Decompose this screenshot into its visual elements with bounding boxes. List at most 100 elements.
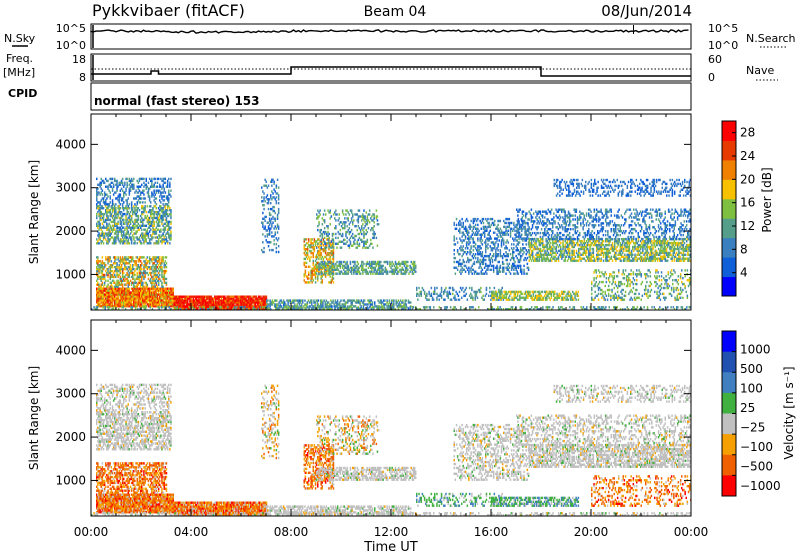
power-cell xyxy=(492,243,495,246)
power-cell xyxy=(136,201,138,204)
power-cell xyxy=(152,209,154,212)
power-cell xyxy=(458,290,461,294)
power-cell xyxy=(134,212,136,216)
power-cell xyxy=(117,281,119,284)
power-cell xyxy=(143,234,145,237)
power-cell xyxy=(306,257,309,261)
power-cell xyxy=(262,250,264,254)
power-cell xyxy=(311,301,313,304)
power-cell xyxy=(282,299,285,302)
power-cell xyxy=(438,298,440,301)
power-cell xyxy=(331,249,334,253)
power-cell xyxy=(144,205,146,208)
power-cell xyxy=(187,301,189,304)
power-cell xyxy=(99,214,101,218)
power-cell xyxy=(464,229,467,232)
power-cell xyxy=(98,301,100,304)
power-cell xyxy=(134,209,136,212)
power-cell xyxy=(329,217,331,220)
power-cell xyxy=(317,249,319,253)
power-cell xyxy=(326,271,328,274)
power-cell xyxy=(109,177,111,181)
power-cell xyxy=(123,287,125,290)
power-cell xyxy=(250,305,252,308)
power-cell xyxy=(410,260,412,264)
power-cell xyxy=(250,299,252,302)
power-cell xyxy=(97,299,99,302)
power-cell xyxy=(96,187,98,190)
power-cell xyxy=(363,234,365,238)
power-cell xyxy=(456,251,459,254)
power-cell xyxy=(147,303,150,306)
power-cell xyxy=(503,266,505,269)
power-cell xyxy=(334,264,336,268)
power-cell xyxy=(148,262,151,265)
power-cell xyxy=(121,269,124,273)
power-cell xyxy=(147,277,150,281)
power-cell xyxy=(339,264,342,268)
power-cell xyxy=(145,293,147,296)
power-cell xyxy=(141,289,143,292)
power-cell xyxy=(106,297,108,300)
power-cell xyxy=(314,303,316,306)
power-cell xyxy=(156,273,159,277)
power-cell xyxy=(150,258,152,261)
power-cell xyxy=(144,271,146,275)
power-cell xyxy=(469,251,471,254)
power-cell xyxy=(318,249,320,253)
power-cell xyxy=(119,293,122,296)
power-cell xyxy=(97,207,99,210)
power-cell xyxy=(96,273,98,277)
power-cell xyxy=(381,301,384,304)
power-cell xyxy=(323,246,326,249)
power-cell xyxy=(101,297,104,300)
power-cell xyxy=(143,185,145,188)
power-cell xyxy=(127,220,129,224)
power-cell xyxy=(152,287,154,290)
power-cell xyxy=(468,235,470,238)
power-cell xyxy=(138,305,141,308)
power-cell xyxy=(121,197,124,200)
power-cell xyxy=(98,212,100,216)
power-cell xyxy=(159,205,161,208)
power-cell xyxy=(200,301,202,304)
power-cell xyxy=(399,299,402,302)
power-cell xyxy=(497,245,499,248)
power-cell xyxy=(386,299,388,302)
power-cell xyxy=(198,297,200,300)
power-cell xyxy=(117,275,119,279)
power-cell xyxy=(499,231,502,234)
power-cell xyxy=(117,236,119,239)
power-cell xyxy=(114,222,116,225)
power-cell xyxy=(125,236,127,239)
power-cell xyxy=(201,305,204,308)
power-cell xyxy=(126,185,128,188)
power-cell xyxy=(322,219,325,222)
power-cell xyxy=(486,227,488,230)
power-cell xyxy=(454,256,457,260)
power-cell xyxy=(152,256,154,259)
power-cell xyxy=(323,232,326,236)
power-cell xyxy=(117,297,119,300)
power-cell xyxy=(215,303,217,306)
power-cell xyxy=(350,209,353,212)
power-cell xyxy=(119,218,122,222)
power-cell xyxy=(386,262,389,266)
power-cell xyxy=(210,297,213,300)
power-cell xyxy=(163,226,165,229)
power-cell xyxy=(468,260,470,264)
power-cell xyxy=(116,216,118,220)
power-cell xyxy=(329,255,331,259)
power-cell xyxy=(303,257,305,261)
power-cell xyxy=(112,281,115,284)
power-cell xyxy=(125,289,127,292)
power-cell xyxy=(356,242,358,245)
power-cell xyxy=(359,303,361,306)
power-cell xyxy=(107,295,109,298)
power-cell xyxy=(148,271,151,275)
power-cell xyxy=(143,177,145,181)
power-cell xyxy=(479,264,481,268)
power-cell xyxy=(151,177,153,181)
power-cell xyxy=(162,289,164,292)
power-cell xyxy=(288,299,290,302)
